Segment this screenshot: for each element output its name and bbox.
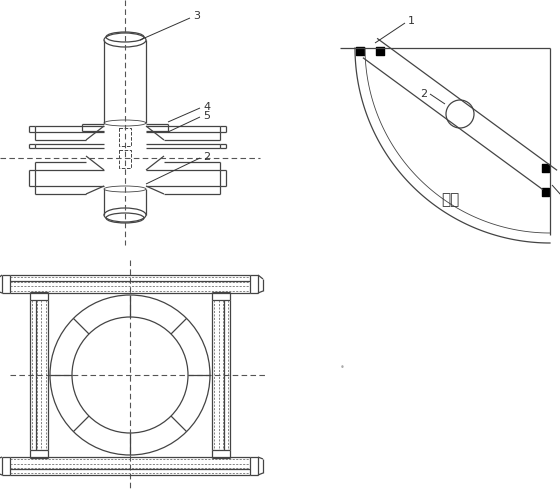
Text: 2: 2 (420, 89, 427, 99)
Text: 3: 3 (193, 11, 200, 21)
Text: 1: 1 (408, 16, 415, 26)
Text: 5: 5 (203, 111, 210, 121)
Bar (119, 150, 131, 168)
Bar (119, 128, 131, 146)
Text: 管井: 管井 (441, 193, 459, 207)
Text: •: • (340, 363, 345, 372)
Text: 2: 2 (203, 152, 210, 162)
Text: 4: 4 (203, 102, 210, 112)
